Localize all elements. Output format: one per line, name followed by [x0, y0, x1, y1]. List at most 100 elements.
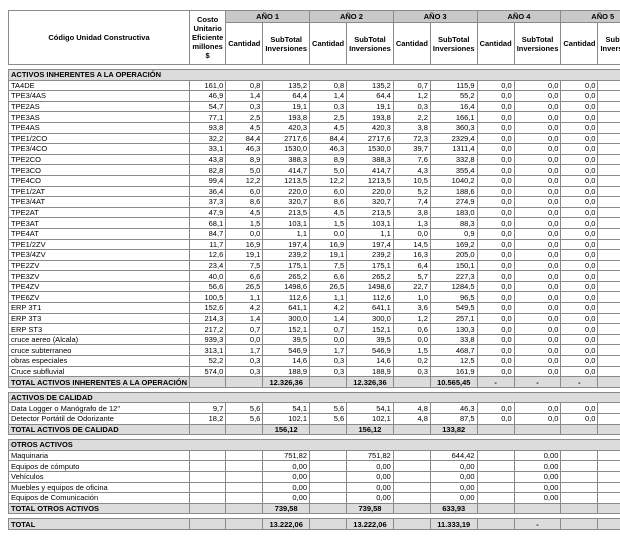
cell: 68,1 [188, 217, 227, 229]
cell: 0,8 [225, 79, 264, 92]
cell: 1,3 [392, 217, 431, 229]
cell: 135,2 [346, 79, 394, 92]
cell: 1,4 [309, 90, 348, 102]
cell: 0,0 [513, 185, 562, 198]
cell: 0,7 [225, 323, 264, 335]
cell: 47,9 [188, 206, 227, 219]
cell: 0,0 [597, 121, 620, 134]
cell: 0,7 [309, 323, 348, 335]
row-label: Muebles y equipos de oficina [8, 481, 190, 494]
cell: 0,00 [513, 460, 562, 472]
row-label: ERP ST3 [8, 323, 190, 335]
cell: 213,5 [262, 206, 311, 219]
row-label: TPE1/2AT [8, 185, 190, 198]
data-row: Cruce subfluvial 574,0 0,3 188,9 0,3 188,9 0,3… [8, 365, 620, 378]
cell: 11,7 [188, 238, 227, 251]
cell: 0,00 [597, 449, 620, 462]
cell: 0,0 [513, 259, 562, 272]
cell: 0,0 [597, 302, 620, 314]
total-cell: 633,93 [429, 502, 478, 515]
cell: 546,9 [346, 344, 394, 357]
cell: 4,3 [392, 164, 431, 176]
total-cell [225, 376, 264, 388]
cell: 26,5 [309, 280, 348, 293]
total-cell [188, 423, 227, 436]
cell: 0,0 [476, 402, 515, 414]
cell: 0,0 [513, 344, 562, 357]
spacer-row [8, 434, 620, 441]
cell: 0,00 [262, 460, 311, 472]
cell [225, 481, 264, 494]
cell: 0,0 [560, 121, 599, 134]
cell: 14,6 [346, 355, 394, 367]
cell: 0,0 [597, 153, 620, 166]
cell: 4,5 [309, 121, 348, 134]
cell: 54,1 [346, 402, 394, 414]
cell: 6,4 [392, 259, 431, 272]
cell: 0,0 [597, 238, 620, 251]
cell: 0,0 [513, 206, 562, 219]
cell: 217,2 [188, 323, 227, 335]
grand-total-cell: 13.222,06 [346, 518, 394, 530]
cell: 1,1 [262, 227, 311, 240]
cell: 18,2 [188, 413, 227, 425]
cell: 0,0 [560, 413, 599, 425]
cell: 52,2 [188, 355, 227, 367]
cell: 0,00 [346, 460, 394, 472]
cell: 10,5 [392, 174, 431, 187]
cell: 751,82 [262, 449, 311, 462]
cell: 227,3 [429, 270, 478, 282]
header-row: Código Unidad Constructiva Costo Unitario… [8, 10, 620, 65]
cell: 0,0 [513, 333, 562, 346]
cell: 2,5 [225, 111, 264, 123]
cell: 0,3 [309, 365, 348, 378]
cell: 0,0 [513, 217, 562, 229]
cell: 0,0 [513, 355, 562, 367]
cell: 112,6 [346, 291, 394, 304]
cell: 14,5 [392, 238, 431, 251]
row-label: TPE1/2CO [8, 132, 190, 145]
cell: 39,5 [262, 333, 311, 346]
total-cell [225, 423, 264, 436]
cell [476, 470, 515, 483]
header-qty: Cantidad [225, 22, 264, 65]
cell: 0,0 [560, 143, 599, 155]
data-row: TPE3/4AS 46,9 1,4 64,4 1,4 64,4 1,2 55,2 0,0 0,0 0… [8, 90, 620, 102]
cell: 188,6 [429, 185, 478, 198]
cell: 0,0 [597, 413, 620, 425]
cell: 0,0 [476, 185, 515, 198]
cell: 33,1 [188, 143, 227, 155]
cell: 0,0 [513, 196, 562, 208]
cell: 84,4 [309, 132, 348, 145]
cell: 39,7 [392, 143, 431, 155]
cell: 152,1 [346, 323, 394, 335]
cell: 468,7 [429, 344, 478, 357]
row-label: TPE3/4AT [8, 196, 190, 208]
cell: 0,0 [476, 238, 515, 251]
cell: 4,5 [225, 206, 264, 219]
cell: 0,0 [560, 217, 599, 229]
cell [392, 470, 431, 483]
cell: 0,0 [476, 413, 515, 425]
cell: 360,3 [429, 121, 478, 134]
cell: 0,00 [513, 481, 562, 494]
total-cell [225, 502, 264, 515]
cell: 115,9 [429, 79, 478, 92]
cell: 0,0 [597, 90, 620, 102]
cell: 0,6 [392, 323, 431, 335]
cell: 0,00 [597, 460, 620, 472]
cell: 8,9 [309, 153, 348, 166]
total-label: TOTAL ACTIVOS DE CALIDAD [8, 423, 190, 436]
cell: 0,0 [513, 143, 562, 155]
row-label: Data Logger o Manógrafo de 12" [8, 402, 190, 414]
cell [560, 460, 599, 472]
cell: 274,9 [429, 196, 478, 208]
cell: 64,4 [346, 90, 394, 102]
cell: 19,1 [225, 249, 264, 261]
row-label: TPE2AT [8, 206, 190, 219]
cell: 300,0 [262, 312, 311, 325]
cell: 0,0 [476, 90, 515, 102]
cell: 0,0 [309, 227, 348, 240]
cell [309, 481, 348, 494]
